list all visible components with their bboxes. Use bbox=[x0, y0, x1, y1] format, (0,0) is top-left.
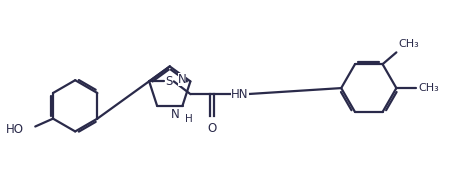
Text: N: N bbox=[171, 108, 180, 121]
Text: N: N bbox=[178, 73, 186, 86]
Text: HO: HO bbox=[5, 123, 23, 136]
Text: S: S bbox=[165, 75, 172, 88]
Text: CH₃: CH₃ bbox=[418, 83, 439, 93]
Text: H: H bbox=[185, 114, 193, 124]
Text: O: O bbox=[207, 122, 217, 135]
Text: HN: HN bbox=[231, 88, 249, 101]
Text: CH₃: CH₃ bbox=[398, 39, 419, 49]
